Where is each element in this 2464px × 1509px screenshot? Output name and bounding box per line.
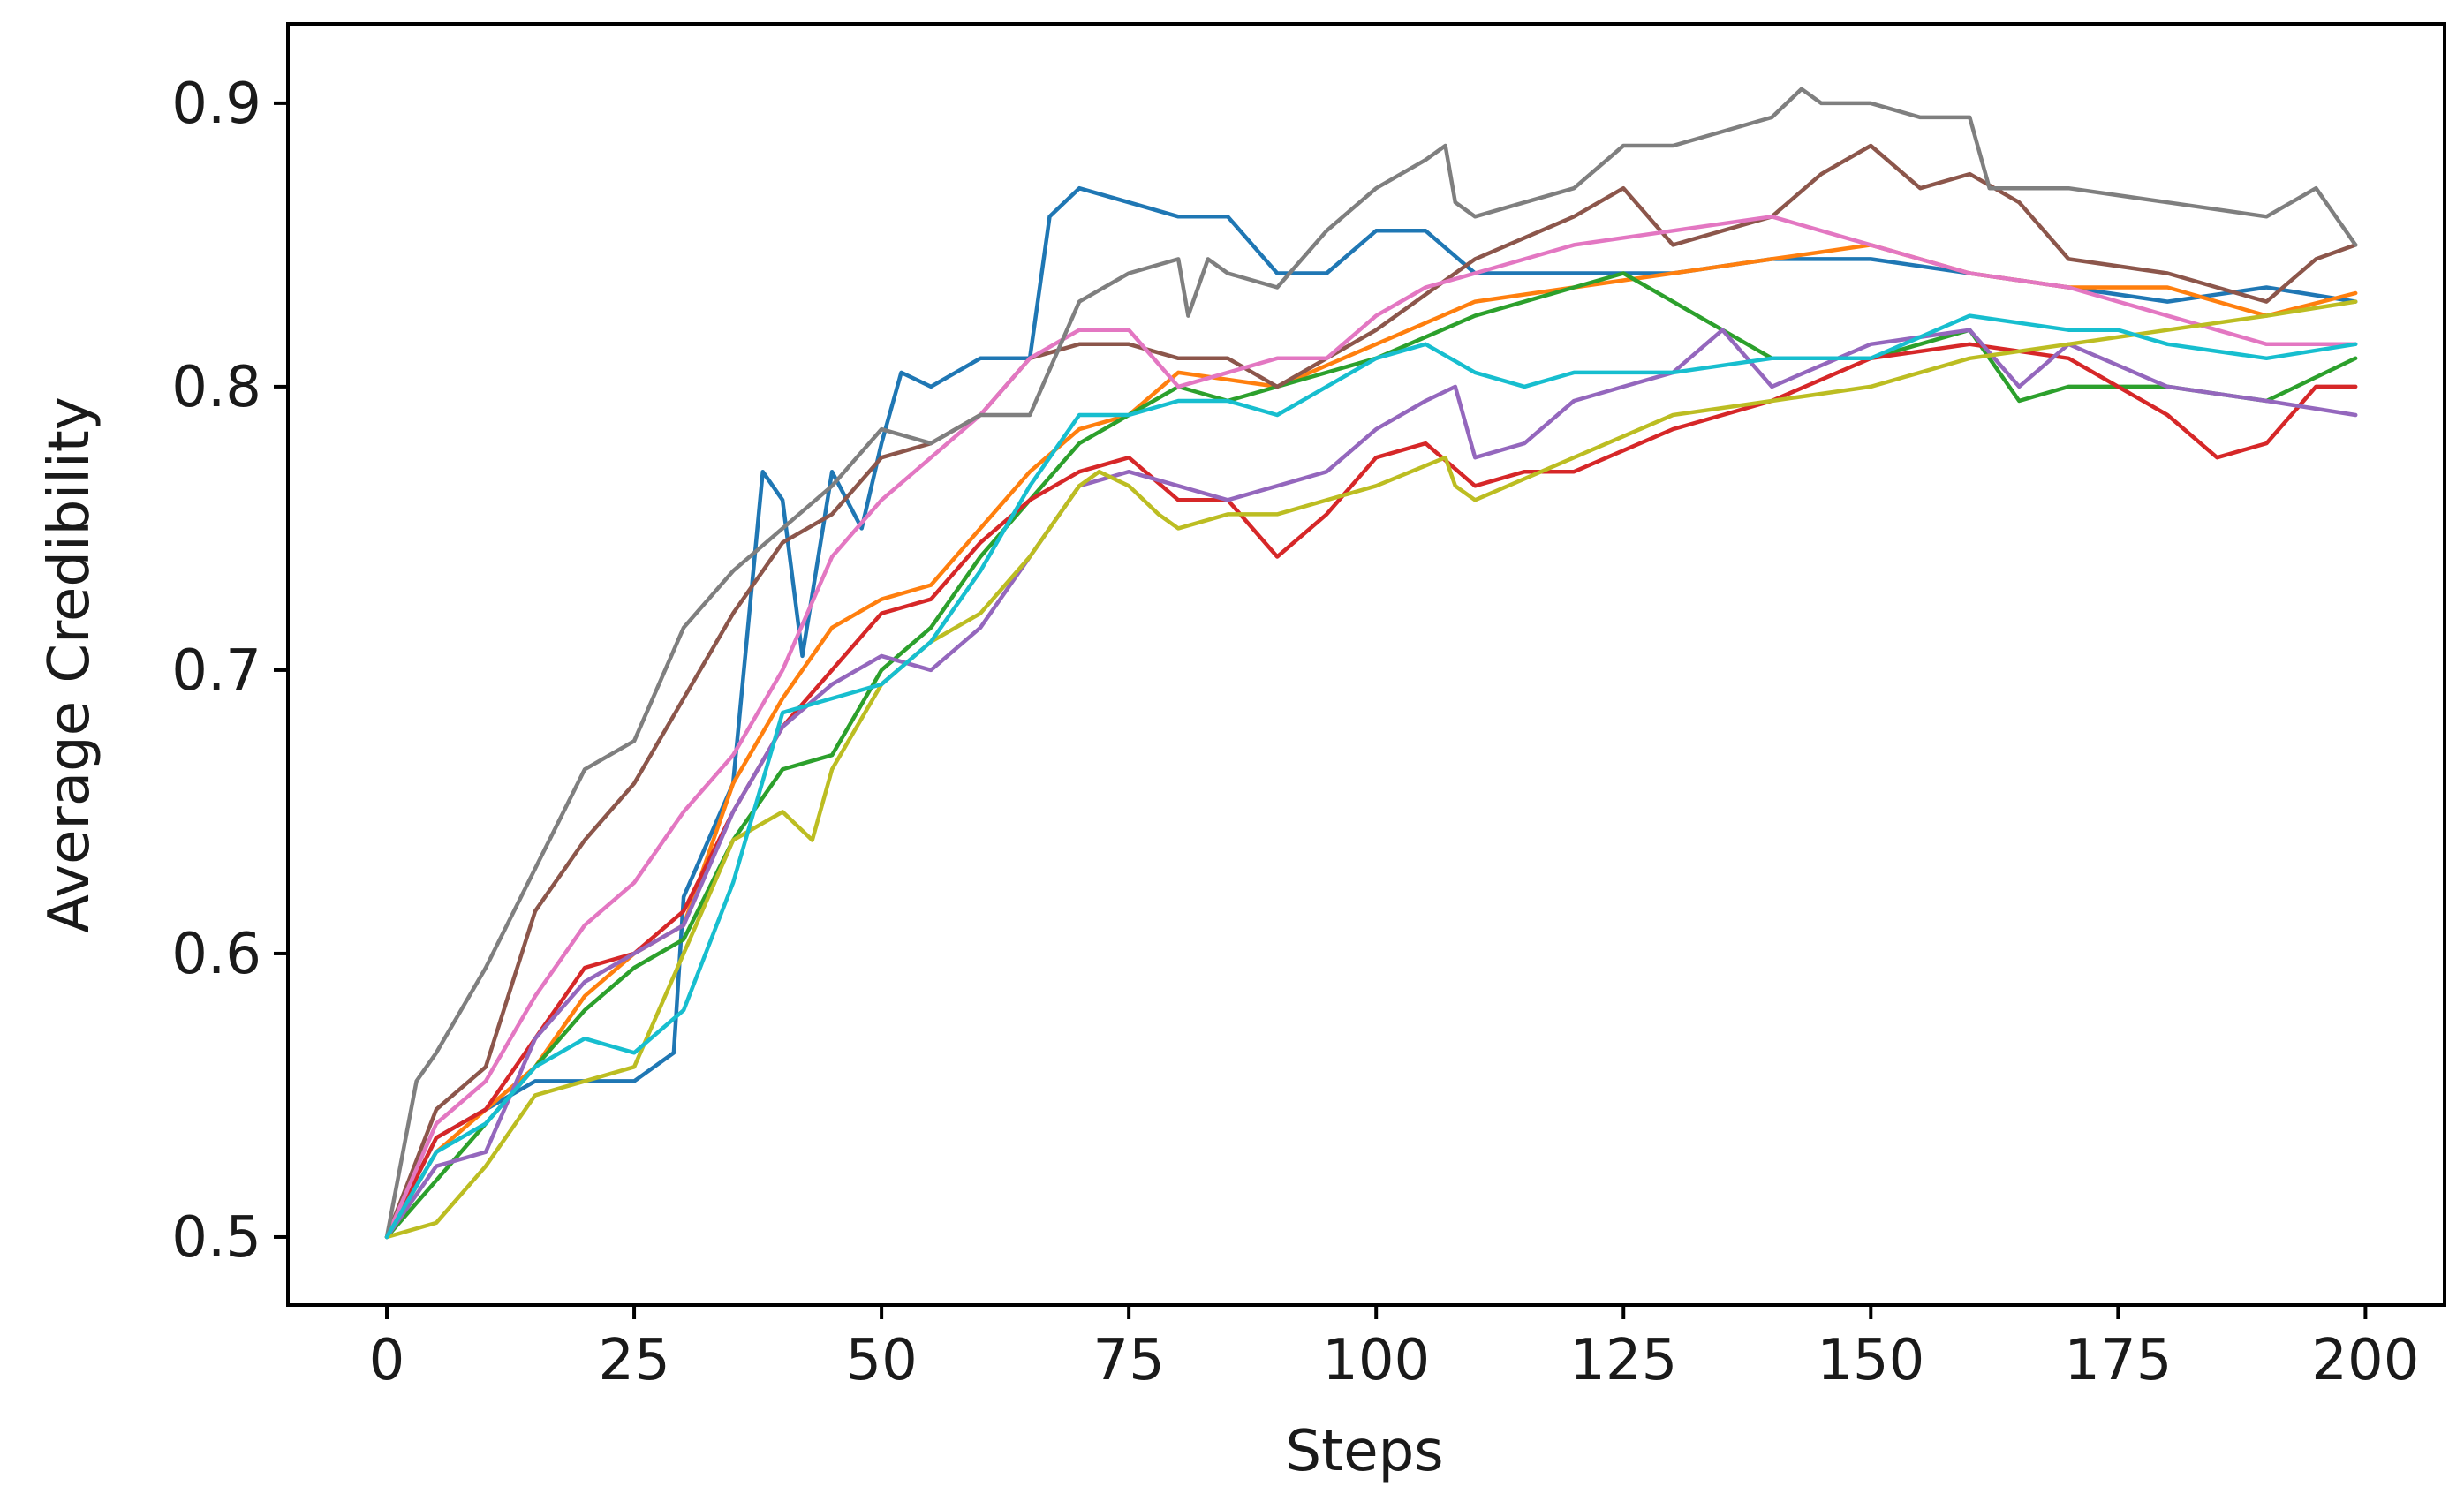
x-tick-label: 100 [1322, 1328, 1430, 1393]
y-axis: 0.5 0.6 0.7 0.8 0.9 [171, 72, 288, 1271]
series-line-3 [384, 271, 2358, 1240]
series-layer [384, 87, 2358, 1240]
y-tick-label: 0.6 [171, 922, 261, 987]
series-line-4 [384, 342, 2358, 1240]
series-line-7 [384, 215, 2358, 1240]
y-tick-label: 0.5 [171, 1205, 261, 1271]
series-line-5 [384, 328, 2358, 1240]
series-line-8 [384, 87, 2358, 1240]
x-axis: 0 25 50 75 100 125 150 175 200 [369, 1305, 2419, 1393]
series-line-6 [384, 143, 2358, 1240]
x-tick-label: 50 [845, 1328, 917, 1393]
x-tick-label: 25 [598, 1328, 669, 1393]
y-tick-label: 0.8 [171, 355, 261, 420]
x-tick-label: 0 [369, 1328, 405, 1393]
y-tick-label: 0.7 [171, 638, 261, 704]
x-tick-label: 200 [2311, 1328, 2419, 1393]
x-tick-label: 75 [1092, 1328, 1164, 1393]
x-tick-label: 175 [2064, 1328, 2172, 1393]
y-tick-label: 0.9 [171, 72, 261, 137]
x-axis-label: Steps [1285, 1419, 1443, 1484]
series-line-9 [384, 299, 2358, 1240]
y-axis-label: Average Credibility [37, 396, 102, 932]
x-tick-label: 150 [1817, 1328, 1924, 1393]
x-tick-label: 125 [1569, 1328, 1677, 1393]
series-line-2 [384, 243, 2358, 1240]
plot-frame [286, 22, 2446, 1307]
series-line-10 [384, 313, 2358, 1240]
